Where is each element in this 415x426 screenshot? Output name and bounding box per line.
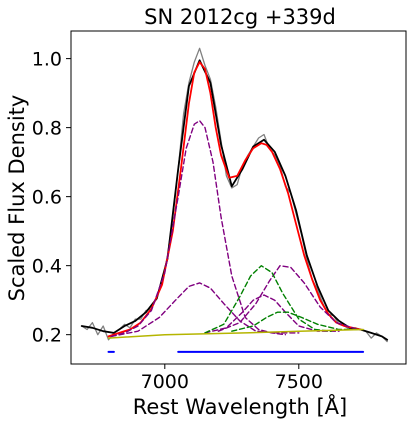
y-tick-label: 0.4 xyxy=(32,256,62,278)
x-axis: 7000 7500 xyxy=(141,364,323,393)
y-axis-label: Scaled Flux Density xyxy=(5,95,29,302)
x-tick-label: 7500 xyxy=(275,371,323,393)
chart-title: SN 2012cg +339d xyxy=(144,5,336,29)
series-line-solid-gray-0 xyxy=(81,47,388,343)
series-line-dashed-purple-5 xyxy=(204,294,340,334)
series-line-solid-black-1 xyxy=(80,59,389,341)
y-tick-label: 0.8 xyxy=(32,118,62,140)
series-line-solid-red-2 xyxy=(107,61,362,338)
y-axis: 0.2 0.4 0.6 0.8 1.0 xyxy=(32,49,71,347)
series-line-dashed-purple-3 xyxy=(110,119,287,338)
y-tick-label: 0.6 xyxy=(32,187,62,209)
plot-area xyxy=(80,47,389,353)
x-axis-label: Rest Wavelength [Å] xyxy=(133,393,347,419)
x-tick-label: 7000 xyxy=(141,371,189,393)
plot-frame xyxy=(70,30,407,365)
series-line-dashed-purple-6 xyxy=(217,265,359,332)
series-line-dashed-purple-4 xyxy=(110,282,300,338)
series-line-dashed-green-8 xyxy=(231,311,359,332)
series-line-solid-olive-9 xyxy=(107,328,364,339)
y-tick-label: 1.0 xyxy=(32,49,62,71)
series-line-dashed-green-7 xyxy=(204,265,332,334)
y-tick-label: 0.2 xyxy=(32,325,62,347)
